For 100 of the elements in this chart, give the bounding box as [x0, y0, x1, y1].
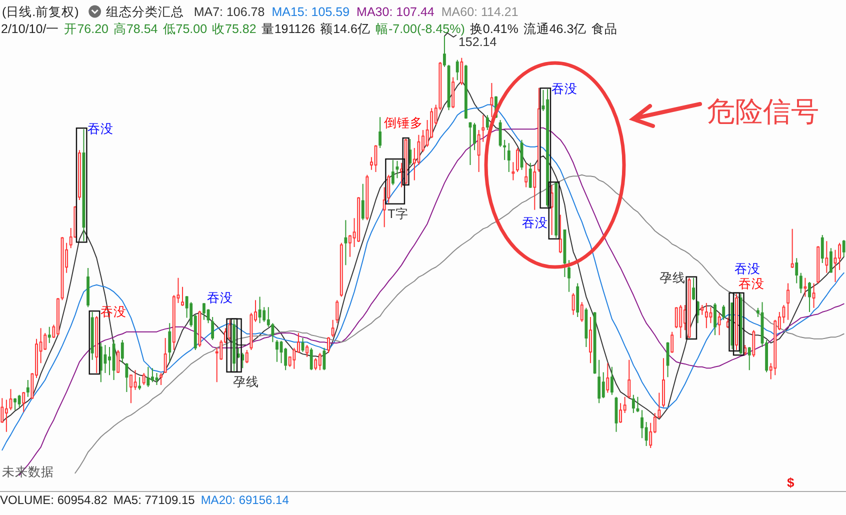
candlestick [709, 306, 712, 324]
candlestick [628, 359, 631, 399]
candlestick [146, 366, 150, 388]
candlestick [211, 316, 214, 341]
candlestick [816, 246, 820, 284]
annotation: 孕线 [233, 374, 260, 389]
candlestick [550, 184, 554, 236]
candlestick [503, 139, 506, 161]
text: MA15: 105.59 [272, 5, 350, 19]
annotation: 开76.20 [64, 22, 109, 36]
text: VOLUME: 60954.82 [0, 493, 108, 507]
candlestick [22, 391, 26, 413]
annotation: 量191126 [261, 22, 316, 36]
candlestick [340, 242, 343, 298]
candlestick [387, 174, 390, 204]
candlestick [142, 372, 146, 386]
candlestick [606, 362, 610, 394]
candlestick [391, 160, 394, 186]
candlestick [310, 347, 313, 371]
candlestick [799, 272, 802, 294]
candlestick [306, 344, 309, 358]
text: MA30: 107.44 [356, 5, 434, 19]
candlestick [374, 144, 378, 172]
candlestick [452, 76, 455, 109]
annotation: 流通46.3亿 [523, 21, 587, 36]
candlestick [825, 240, 828, 274]
candlestick [830, 248, 832, 274]
candlestick [202, 302, 206, 320]
candlestick [477, 129, 480, 172]
candlestick [400, 162, 403, 188]
candlestick [752, 330, 756, 358]
candlestick [692, 277, 696, 301]
annotation: T字 [388, 206, 408, 221]
candlestick [331, 319, 334, 338]
annotation: 152.14 [458, 35, 497, 49]
candlestick [443, 36, 446, 68]
candlestick [318, 352, 322, 371]
candlestick [116, 349, 120, 374]
candlestick [48, 326, 51, 344]
candlestick [18, 394, 21, 408]
candlestick [714, 302, 716, 336]
annotation: 收75.82 [212, 22, 256, 36]
candlestick [790, 228, 794, 268]
text: MA7: 106.78 [194, 5, 265, 19]
annotation: 换0.41% [470, 22, 518, 36]
candlestick [90, 312, 94, 360]
candlestick [164, 338, 167, 374]
candlestick [366, 174, 369, 221]
candlestick [4, 399, 8, 432]
candlestick [245, 349, 248, 364]
candlestick [804, 277, 807, 298]
candlestick [378, 116, 382, 149]
candlestick [636, 396, 640, 413]
candlestick [568, 260, 570, 292]
annotation: 低75.00 [162, 22, 208, 36]
candlestick [95, 316, 98, 374]
text: MA20: 69156.14 [200, 493, 290, 507]
text: MA5: 77109.15 [113, 493, 196, 507]
candlestick [456, 59, 459, 81]
candlestick [460, 57, 464, 86]
annotation: 2/10/10/一 [1, 22, 60, 36]
candlestick [507, 142, 510, 172]
annotation: 倒锤多 [384, 116, 423, 130]
candlestick [820, 234, 824, 264]
annotation: 吞没 [552, 82, 578, 96]
candlestick [344, 220, 348, 266]
annotation: 幅-7.00(-8.45%) [375, 22, 465, 36]
candlestick [704, 302, 708, 329]
annotation: 吞没 [206, 290, 233, 305]
candlestick [382, 186, 386, 228]
candlestick [327, 336, 330, 354]
candlestick [670, 331, 674, 354]
candlestick [718, 312, 721, 336]
annotation: 吞没 [88, 122, 114, 136]
candlestick [276, 340, 278, 362]
candlestick [490, 82, 494, 118]
candlestick [679, 304, 682, 338]
annotation: 吞没 [734, 262, 760, 276]
candlestick [584, 307, 588, 348]
candlestick [361, 183, 364, 221]
candlestick [236, 347, 240, 359]
annotation: 食品 [592, 22, 618, 36]
text: $ [787, 475, 795, 490]
candlestick [181, 286, 184, 306]
candlestick [86, 267, 90, 308]
candlestick [528, 162, 532, 189]
candlestick [735, 293, 738, 350]
annotation: 孕线 [659, 270, 686, 285]
candlestick [486, 114, 489, 130]
candlestick [589, 316, 592, 364]
candlestick [524, 162, 528, 188]
candlestick [632, 394, 635, 414]
candlestick [232, 319, 236, 372]
annotation: 吞没 [522, 216, 548, 230]
candlestick [598, 359, 601, 404]
annotation: 额14.6亿 [320, 22, 370, 36]
candlestick [120, 340, 124, 364]
candlestick [482, 114, 485, 142]
candlestick [580, 302, 584, 322]
candlestick [722, 304, 726, 320]
